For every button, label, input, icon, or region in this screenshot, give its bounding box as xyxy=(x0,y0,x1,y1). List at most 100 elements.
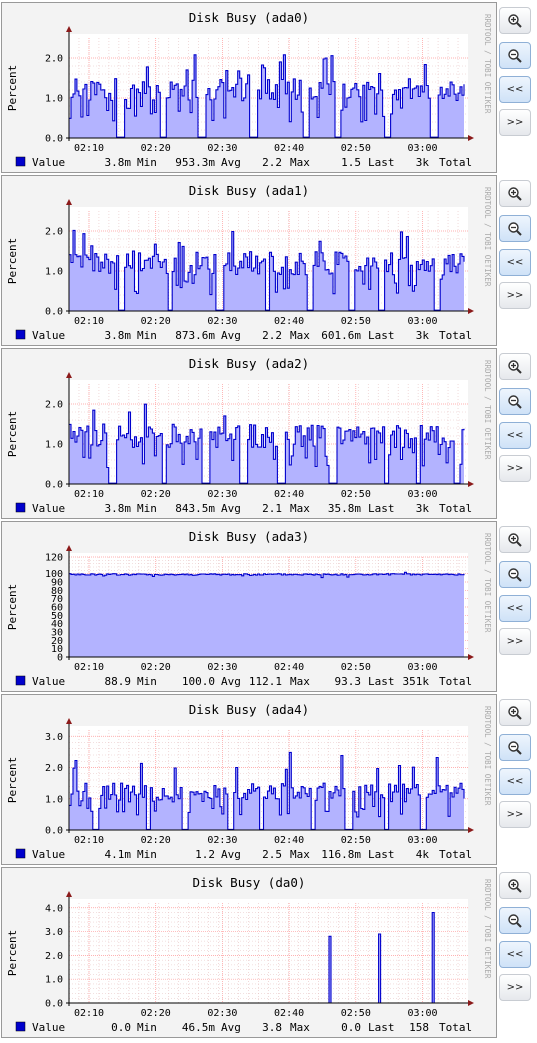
next-button[interactable]: >> xyxy=(499,974,531,1001)
zoom-out-button[interactable] xyxy=(499,907,531,934)
prev-button[interactable]: << xyxy=(499,422,531,449)
series-line xyxy=(69,571,465,579)
x-tick-label: 02:10 xyxy=(74,143,104,154)
x-axis-arrow xyxy=(468,827,474,833)
prev-button[interactable]: << xyxy=(499,249,531,276)
legend-avg: 3.8 xyxy=(262,1021,282,1034)
legend-min: 873.6m xyxy=(175,329,215,342)
zoom-in-button[interactable] xyxy=(499,7,531,34)
x-tick-label: 02:40 xyxy=(274,1008,304,1019)
disk-busy-chart[interactable]: Disk Busy (ada0) RRDTOOL / TOBI OETIKER Pe… xyxy=(1,2,497,173)
zoom-out-button[interactable] xyxy=(499,388,531,415)
legend-max: 0.0 xyxy=(341,1021,361,1034)
graph-panel: Disk Busy (ada0) RRDTOOL / TOBI OETIKER Pe… xyxy=(0,2,497,175)
y-axis-arrow xyxy=(66,891,72,897)
prev-button[interactable]: << xyxy=(499,768,531,795)
legend-max: 1.5 xyxy=(341,156,361,169)
legend-max-label: Max xyxy=(290,675,310,688)
prev-button-label: << xyxy=(506,84,524,95)
y-tick-label: 20 xyxy=(51,636,63,647)
zoom-in-button[interactable] xyxy=(499,872,531,899)
x-tick-label: 02:30 xyxy=(207,835,237,846)
x-tick-label: 03:00 xyxy=(407,662,437,673)
disk-busy-chart[interactable]: Disk Busy (ada3) RRDTOOL / TOBI OETIKER Pe… xyxy=(1,521,497,692)
next-button[interactable]: >> xyxy=(499,282,531,309)
zoom-out-button[interactable] xyxy=(499,42,531,69)
chart-title: Disk Busy (ada4) xyxy=(189,702,309,717)
legend-max: 35.8m xyxy=(328,502,361,515)
legend-last: 3k xyxy=(416,329,430,342)
legend-min: 100.0 xyxy=(182,675,215,688)
prev-button[interactable]: << xyxy=(499,76,531,103)
legend-last: 3k xyxy=(416,502,430,515)
legend-swatch xyxy=(15,1021,26,1032)
next-button-label: >> xyxy=(506,982,524,993)
disk-busy-chart[interactable]: Disk Busy (ada4) RRDTOOL / TOBI OETIKER Pe… xyxy=(1,694,497,865)
disk-busy-chart[interactable]: Disk Busy (da0) RRDTOOL / TOBI OETIKER Per… xyxy=(1,867,497,1038)
zoom-in-button[interactable] xyxy=(499,180,531,207)
y-axis-label: Percent xyxy=(6,930,19,976)
y-tick-label: 60 xyxy=(51,603,63,614)
legend-last-label: Last xyxy=(368,329,395,342)
zoom-in-button[interactable] xyxy=(499,353,531,380)
legend-max: 93.3 xyxy=(335,675,362,688)
y-tick-label: 70 xyxy=(51,594,63,605)
next-button[interactable]: >> xyxy=(499,455,531,482)
legend-total-label: Total xyxy=(439,156,472,169)
y-axis-arrow xyxy=(66,372,72,378)
next-button[interactable]: >> xyxy=(499,109,531,136)
y-axis-arrow xyxy=(66,26,72,32)
x-tick-label: 03:00 xyxy=(407,489,437,500)
prev-button[interactable]: << xyxy=(499,941,531,968)
zoom-out-icon xyxy=(507,740,523,756)
graph-panel: Disk Busy (ada3) RRDTOOL / TOBI OETIKER Pe… xyxy=(0,521,497,694)
series-line xyxy=(69,54,465,138)
prev-button-label: << xyxy=(506,430,524,441)
disk-busy-chart[interactable]: Disk Busy (ada1) RRDTOOL / TOBI OETIKER Pe… xyxy=(1,175,497,346)
y-tick-label: 0 xyxy=(57,653,63,664)
zoom-in-button[interactable] xyxy=(499,699,531,726)
rrdtool-watermark: RRDTOOL / TOBI OETIKER xyxy=(483,360,492,460)
disk-busy-chart[interactable]: Disk Busy (ada2) RRDTOOL / TOBI OETIKER Pe… xyxy=(1,348,497,519)
rrdtool-watermark: RRDTOOL / TOBI OETIKER xyxy=(483,879,492,979)
zoom-out-button[interactable] xyxy=(499,561,531,588)
y-tick-label: 1.0 xyxy=(45,94,63,105)
y-tick-label: 2.0 xyxy=(45,54,63,65)
x-tick-label: 02:50 xyxy=(341,489,371,500)
legend-avg-label: Avg xyxy=(221,1021,241,1034)
zoom-out-icon xyxy=(507,394,523,410)
legend-swatch xyxy=(15,329,26,340)
y-axis-label: Percent xyxy=(6,411,19,457)
y-axis-label: Percent xyxy=(6,757,19,803)
legend-avg: 2.2 xyxy=(262,329,282,342)
x-tick-label: 02:20 xyxy=(141,316,171,327)
legend-min-label: Min xyxy=(137,1021,157,1034)
legend-last: 351k xyxy=(403,675,430,688)
zoom-out-button[interactable] xyxy=(499,734,531,761)
next-button[interactable]: >> xyxy=(499,801,531,828)
y-tick-label: 100 xyxy=(45,569,63,580)
legend-last-label: Last xyxy=(368,502,395,515)
y-tick-label: 0.0 xyxy=(45,826,63,837)
prev-button[interactable]: << xyxy=(499,595,531,622)
legend-avg-label: Avg xyxy=(221,502,241,515)
x-tick-label: 02:40 xyxy=(274,662,304,673)
prev-button-label: << xyxy=(506,257,524,268)
y-axis-label: Percent xyxy=(6,584,19,630)
legend-total-label: Total xyxy=(439,848,472,861)
x-tick-label: 02:40 xyxy=(274,316,304,327)
y-tick-label: 1.0 xyxy=(45,794,63,805)
legend-label: Value xyxy=(32,329,65,342)
next-button[interactable]: >> xyxy=(499,628,531,655)
next-button-label: >> xyxy=(506,809,524,820)
legend-swatch xyxy=(15,502,26,513)
y-tick-label: 0.0 xyxy=(45,999,63,1010)
next-button-label: >> xyxy=(506,463,524,474)
legend-avg-label: Avg xyxy=(221,156,241,169)
y-tick-label: 3.0 xyxy=(45,732,63,743)
chart-title: Disk Busy (ada2) xyxy=(189,356,309,371)
zoom-in-button[interactable] xyxy=(499,526,531,553)
y-tick-label: 2.0 xyxy=(45,400,63,411)
graph-panel: Disk Busy (ada4) RRDTOOL / TOBI OETIKER Pe… xyxy=(0,694,497,867)
zoom-out-button[interactable] xyxy=(499,215,531,242)
